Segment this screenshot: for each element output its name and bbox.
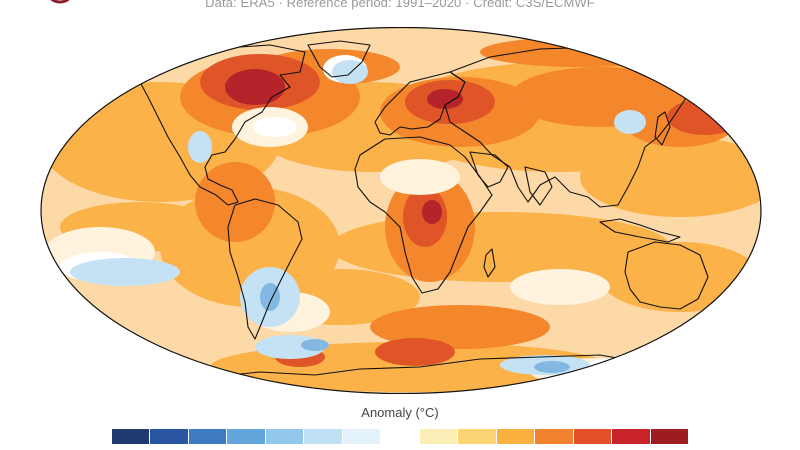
legend-swatch-5 bbox=[265, 429, 304, 444]
north-america-coastline bbox=[139, 44, 306, 206]
copernicus-logo-icon bbox=[50, 0, 70, 4]
japan-coastline bbox=[654, 111, 671, 146]
extreme-anomaly-regions bbox=[225, 69, 463, 224]
legend-swatch-12 bbox=[535, 429, 573, 444]
legend-swatch-8 bbox=[381, 429, 419, 444]
legend-swatch-10 bbox=[458, 429, 496, 444]
legend-swatch-7 bbox=[342, 429, 381, 444]
legend-swatch-14 bbox=[612, 429, 650, 444]
legend-swatch-9 bbox=[419, 429, 458, 444]
legend-swatch-1 bbox=[112, 429, 150, 444]
australia-coastline bbox=[624, 241, 709, 310]
world-anomaly-map bbox=[40, 27, 762, 394]
cold-anomaly-regions bbox=[260, 283, 570, 373]
madagascar-coastline bbox=[483, 248, 496, 278]
legend-swatch-6 bbox=[304, 429, 342, 444]
color-scale-legend bbox=[112, 429, 689, 444]
africa-coastline bbox=[354, 136, 493, 294]
south-america-coastline bbox=[227, 198, 303, 340]
legend-title: Anomaly (°C) bbox=[361, 405, 439, 420]
arabian-peninsula-coastline bbox=[469, 151, 509, 188]
legend-swatch-11 bbox=[496, 429, 535, 444]
globe-outline bbox=[40, 27, 762, 394]
legend-swatch-13 bbox=[573, 429, 612, 444]
greenland-coastline bbox=[307, 40, 371, 78]
india-coastline bbox=[524, 166, 553, 206]
legend-swatch-15 bbox=[650, 429, 689, 444]
data-source-caption: Data: ERA5 · Reference period: 1991–2020… bbox=[205, 0, 595, 10]
legend-swatch-2 bbox=[150, 429, 188, 444]
legend-swatch-4 bbox=[227, 429, 265, 444]
indonesia-coastline bbox=[599, 218, 681, 243]
new-zealand-coastline bbox=[729, 304, 741, 328]
cool-anomaly-regions bbox=[70, 60, 646, 375]
coastlines bbox=[79, 40, 761, 394]
legend-swatch-3 bbox=[188, 429, 227, 444]
